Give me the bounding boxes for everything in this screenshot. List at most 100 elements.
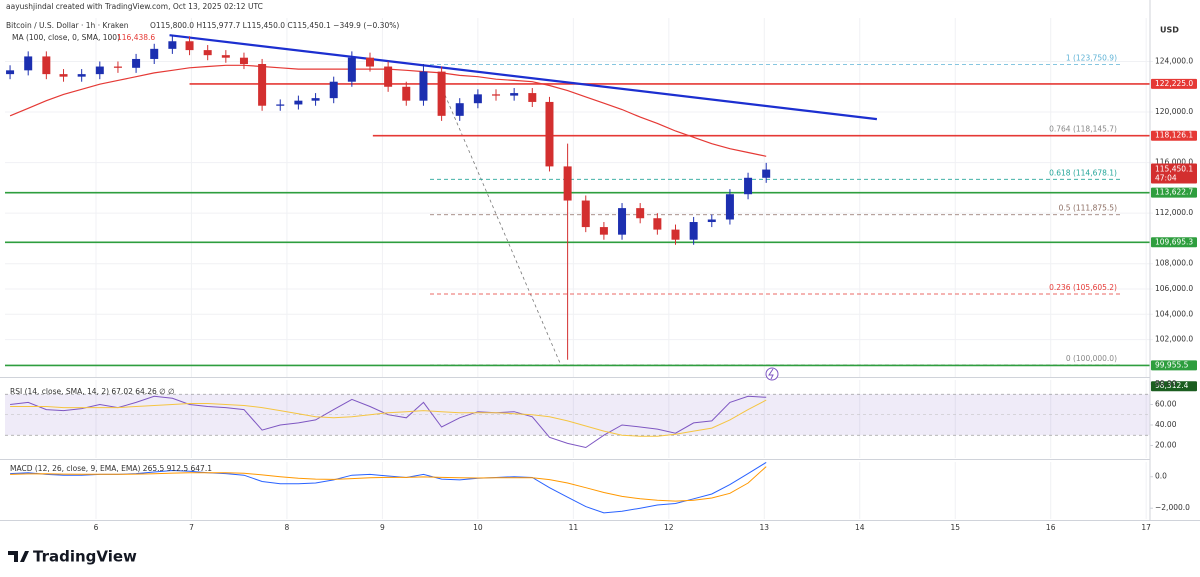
x-tick-label: 13 — [760, 523, 770, 532]
event-icon[interactable] — [765, 367, 779, 381]
x-tick-label: 17 — [1141, 523, 1151, 532]
fib-label: 0 (100,000.0) — [1066, 354, 1117, 363]
x-tick-label: 11 — [569, 523, 579, 532]
candle-body — [689, 222, 698, 240]
level-label-box — [1151, 187, 1197, 198]
x-tick-label: 7 — [189, 523, 194, 532]
y-tick-label: 120,000.0 — [1155, 107, 1193, 116]
y-tick-label: 60.00 — [1155, 399, 1177, 408]
candle-body — [545, 101, 554, 167]
level-label-box — [1151, 381, 1197, 392]
candle-body — [168, 41, 177, 49]
brand-logo: TradingView — [8, 548, 137, 566]
fib-label: 0.764 (118,145.7) — [1049, 124, 1117, 133]
level-label-box — [1151, 360, 1197, 371]
candle-body — [150, 48, 159, 59]
candle-body — [492, 94, 501, 96]
fib-label: 1 (123,750.9) — [1066, 54, 1117, 63]
x-tick-label: 14 — [855, 523, 865, 532]
candle-body — [42, 56, 51, 75]
x-tick-label: 15 — [950, 523, 960, 532]
level-label: 99,955.5 — [1155, 360, 1189, 369]
candle-body — [581, 200, 590, 228]
y-tick-label: 112,000.0 — [1155, 208, 1193, 217]
x-tick-label: 6 — [94, 523, 99, 532]
y-tick-label: 40.00 — [1155, 420, 1177, 429]
candle-body — [473, 94, 482, 104]
level-label: 98,312.4 — [1155, 381, 1189, 390]
level-label: 113,622.7 — [1155, 188, 1193, 197]
candle-body — [77, 74, 86, 77]
level-label-box — [1151, 78, 1197, 89]
x-tick-label: 9 — [380, 523, 385, 532]
x-tick-label: 8 — [285, 523, 290, 532]
candle-body — [113, 66, 122, 68]
candle-body — [707, 219, 716, 223]
trend-line — [169, 34, 878, 121]
ma-legend-value: 116,438.6 — [117, 33, 155, 42]
indicator-line — [10, 399, 767, 437]
candle-body — [510, 93, 519, 96]
rsi-legend: RSI (14, close, SMA, 14, 2) 67.02 64.26 … — [10, 387, 175, 396]
candle-body — [599, 227, 608, 235]
candle-body — [636, 208, 645, 219]
candle-body — [294, 100, 303, 105]
candle-body — [132, 58, 141, 68]
y-tick-label: 116,000.0 — [1155, 158, 1193, 167]
x-tick-label: 10 — [473, 523, 483, 532]
candle-body — [365, 57, 374, 67]
candle-body — [419, 71, 428, 101]
last-price-label: 115,450.1 — [1155, 165, 1193, 174]
fib-label: 0.236 (105,605.2) — [1049, 283, 1117, 292]
candle-body — [762, 169, 771, 178]
y-tick-label: 20.00 — [1155, 440, 1177, 449]
candle-body — [347, 57, 356, 82]
candle-body — [528, 93, 537, 102]
level-label-box — [1151, 237, 1197, 248]
candle-body — [95, 66, 104, 75]
candle-body — [671, 229, 680, 240]
candle-body — [653, 218, 662, 230]
countdown: 47:04 — [1155, 174, 1177, 183]
brand-name: TradingView — [33, 548, 137, 566]
x-tick-label: 12 — [664, 523, 674, 532]
level-label-box — [1151, 130, 1197, 141]
fib-label: 0.5 (111,875.5) — [1059, 204, 1117, 213]
candle-body — [185, 41, 194, 51]
ma-legend: MA (100, close, 0, SMA, 100) — [12, 33, 120, 42]
candle-body — [239, 57, 248, 65]
indicator-line — [10, 466, 767, 502]
candle-body — [203, 50, 212, 56]
candle-body — [24, 56, 33, 71]
chart-subtitle: Bitcoin / U.S. Dollar · 1h · Kraken — [6, 21, 129, 30]
candle-body — [725, 194, 734, 220]
y-tick-label: 124,000.0 — [1155, 56, 1193, 65]
event-icon-glyph — [768, 368, 774, 380]
y-tick-label: 80.00 — [1155, 379, 1177, 388]
brand-icon — [8, 551, 29, 562]
last-price-label-box — [1151, 163, 1197, 184]
ohlc-legend: O115,800.0 H115,977.7 L115,450.0 C115,45… — [150, 21, 399, 30]
y-tick-label: −2,000.0 — [1155, 503, 1190, 512]
candle-body — [402, 86, 411, 101]
candle-body — [455, 103, 464, 116]
y-tick-label: 104,000.0 — [1155, 309, 1193, 318]
candle-body — [618, 208, 627, 235]
y-tick-label: 102,000.0 — [1155, 335, 1193, 344]
level-label: 122,225.0 — [1155, 79, 1193, 88]
x-tick-label: 16 — [1046, 523, 1056, 532]
candle-body — [744, 177, 753, 195]
macd-legend: MACD (12, 26, close, 9, EMA, EMA) 265.5 … — [10, 464, 212, 473]
candle-body — [437, 71, 446, 116]
fib-anchor-line — [444, 94, 561, 364]
level-label: 109,695.3 — [1155, 237, 1193, 246]
candle-body — [258, 64, 267, 106]
indicator-line — [10, 395, 767, 449]
y-tick-label: 0.0 — [1155, 472, 1167, 481]
candle-body — [384, 66, 393, 87]
candle-body — [276, 104, 285, 106]
level-label: 118,126.1 — [1155, 131, 1193, 140]
y-tick-label: 106,000.0 — [1155, 284, 1193, 293]
